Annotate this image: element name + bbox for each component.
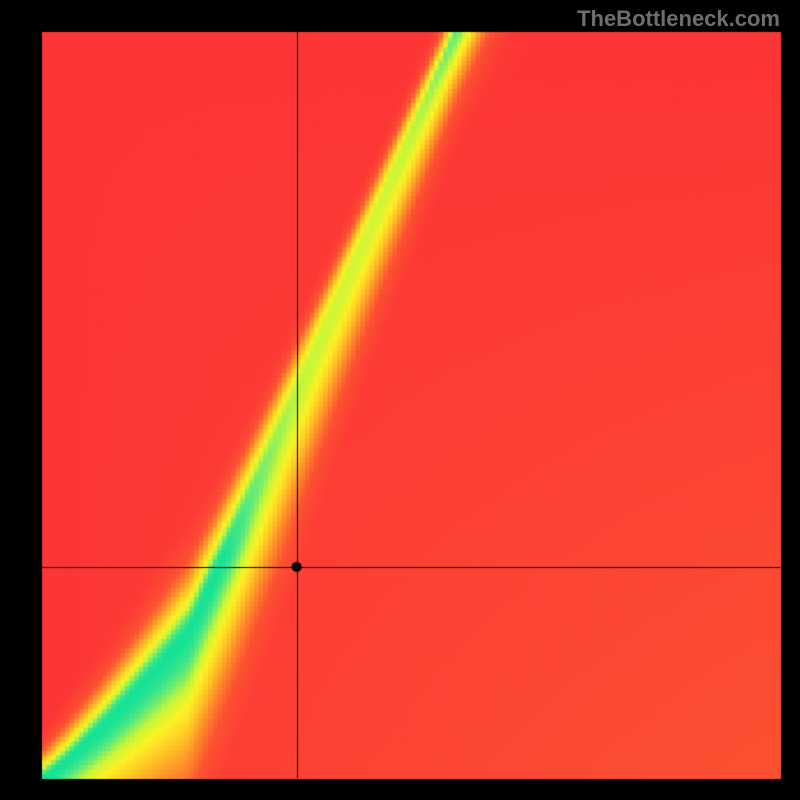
watermark-text: TheBottleneck.com	[577, 6, 780, 32]
bottleneck-heatmap-canvas	[0, 0, 800, 800]
